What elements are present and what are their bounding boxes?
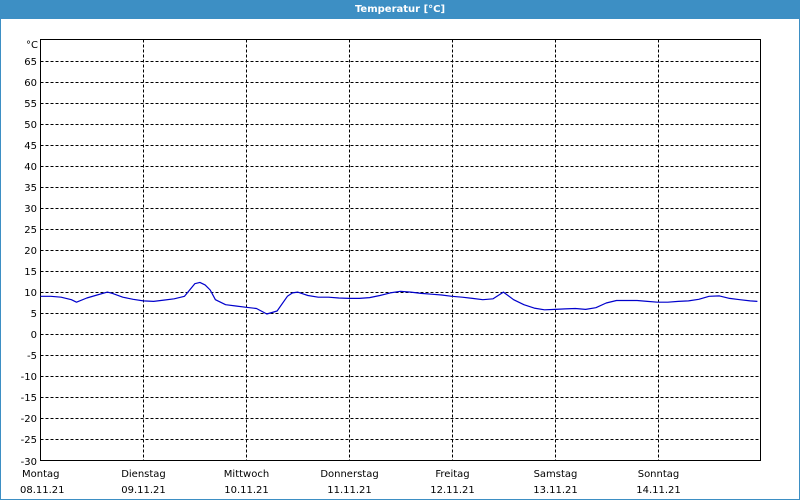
y-tick-label: 0 bbox=[31, 330, 37, 341]
x-tick-date: 09.11.21 bbox=[121, 485, 166, 496]
y-tick-label: -20 bbox=[21, 414, 37, 425]
y-axis-ticks: °C65605550454035302520151050-5-10-15-20-… bbox=[21, 40, 38, 468]
grid-lines bbox=[40, 39, 761, 461]
chart-title: Temperatur [°C] bbox=[0, 0, 800, 19]
x-tick-date: 14.11.21 bbox=[636, 485, 681, 496]
y-tick-label: -15 bbox=[21, 393, 37, 404]
y-tick-label: 15 bbox=[24, 267, 37, 278]
y-tick-label: -10 bbox=[21, 372, 37, 383]
y-tick-label: 60 bbox=[24, 78, 37, 89]
y-tick-label: 50 bbox=[24, 120, 37, 131]
x-tick-date: 12.11.21 bbox=[430, 485, 475, 496]
y-tick-label: -25 bbox=[21, 435, 37, 446]
y-tick-label: 10 bbox=[24, 288, 37, 299]
series-layer bbox=[40, 281, 758, 315]
x-tick-weekday: Dienstag bbox=[121, 469, 166, 480]
y-tick-label: 55 bbox=[24, 99, 37, 110]
x-axis-ticks: Montag 08.11.21 Dienstag 09.11.21 Mittwoch 10… bbox=[20, 469, 681, 496]
y-tick-label: 65 bbox=[24, 57, 37, 68]
series-line-0 bbox=[40, 281, 758, 315]
y-tick-label: 30 bbox=[24, 204, 37, 215]
y-tick-label: 25 bbox=[24, 225, 37, 236]
y-tick-label: -5 bbox=[27, 351, 37, 362]
x-tick-weekday: Donnerstag bbox=[320, 469, 378, 480]
y-tick-label: 5 bbox=[31, 309, 37, 320]
x-tick-weekday: Freitag bbox=[435, 469, 469, 480]
x-tick-date: 13.11.21 bbox=[533, 485, 578, 496]
y-tick-label: 20 bbox=[24, 246, 37, 257]
y-tick-label: 40 bbox=[24, 162, 37, 173]
y-axis-unit: °C bbox=[26, 40, 38, 51]
y-tick-label: 45 bbox=[24, 141, 37, 152]
y-tick-label: -30 bbox=[21, 457, 37, 468]
x-tick-weekday: Sonntag bbox=[638, 469, 680, 480]
y-tick-label: 35 bbox=[24, 183, 37, 194]
x-tick-date: 10.11.21 bbox=[224, 485, 269, 496]
x-tick-date: 11.11.21 bbox=[327, 485, 372, 496]
x-tick-weekday: Montag bbox=[22, 469, 59, 480]
x-tick-date: 08.11.21 bbox=[20, 485, 65, 496]
x-tick-weekday: Samstag bbox=[534, 469, 578, 480]
x-tick-weekday: Mittwoch bbox=[224, 469, 269, 480]
